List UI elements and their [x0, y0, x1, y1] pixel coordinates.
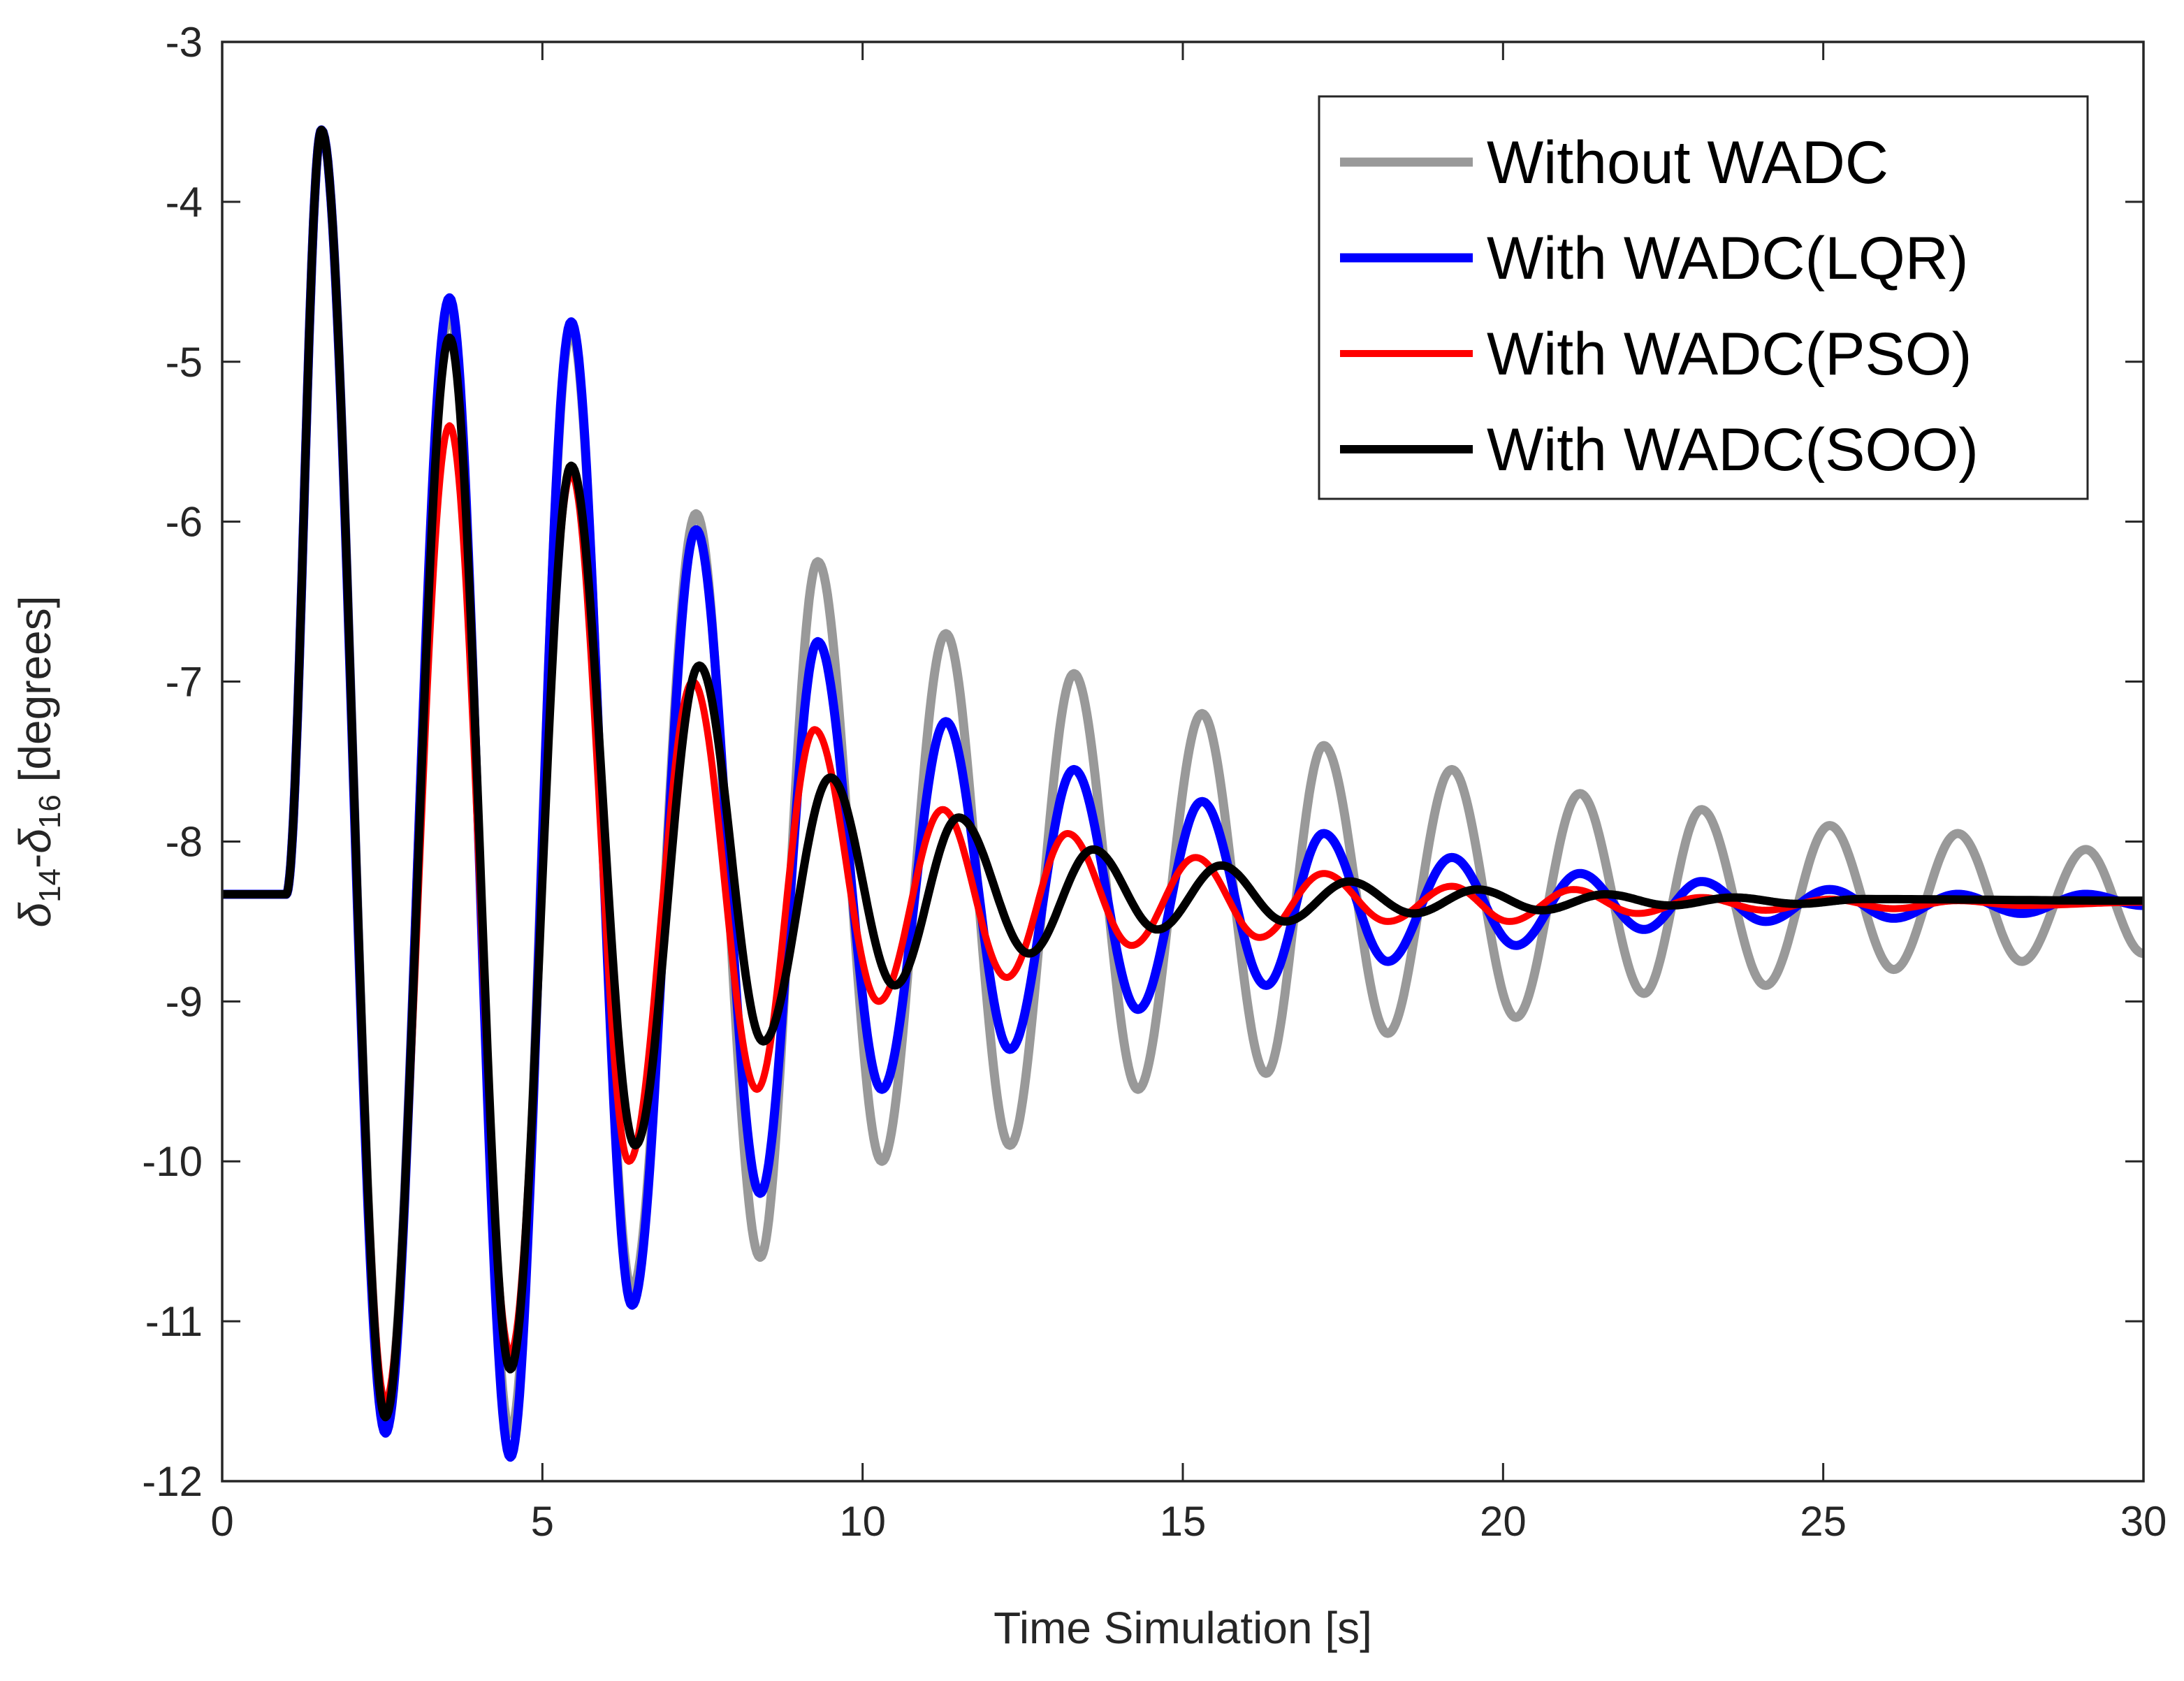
x-tick-label: 15 — [1160, 1498, 1207, 1545]
x-tick-label: 5 — [531, 1498, 554, 1545]
series-line — [222, 125, 2143, 1422]
x-tick-label: 25 — [1800, 1498, 1847, 1545]
y-tick-label: -5 — [166, 339, 203, 386]
y-tick-label: -10 — [142, 1138, 203, 1185]
legend-label: Without WADC — [1487, 129, 1888, 196]
series-layer — [222, 125, 2143, 1462]
x-tick-label: 30 — [2120, 1498, 2167, 1545]
x-tick-label: 20 — [1480, 1498, 1527, 1545]
series-line — [222, 125, 2143, 1462]
legend-label: With WADC(SOO) — [1487, 416, 1979, 483]
legend-label: With WADC(LQR) — [1487, 225, 1969, 292]
y-tick-label: -6 — [166, 499, 203, 546]
y-tick-label: -9 — [166, 978, 203, 1025]
y-axis-label: δ14-δ16 [degrees] — [10, 596, 67, 928]
y-tick-label: -8 — [166, 818, 203, 865]
legend: Without WADC With WADC(LQR) With WADC(PSO)… — [1318, 95, 2089, 500]
y-tick-label: -11 — [145, 1298, 203, 1345]
x-tick-label: 10 — [839, 1498, 886, 1545]
y-tick-label: -3 — [166, 19, 203, 66]
x-tick-label: 0 — [210, 1498, 233, 1545]
y-tick-label: -12 — [142, 1458, 203, 1505]
legend-label: With WADC(PSO) — [1487, 321, 1972, 388]
y-tick-label: -7 — [166, 659, 203, 706]
tick-layer: 0 5 10 15 20 25 30 -3 -4 -5 -6 -7 -8 -9 -10 -11 -12 — [142, 19, 2167, 1545]
x-axis-label: Time Simulation [s] — [993, 1603, 1372, 1653]
y-tick-label: -4 — [166, 179, 203, 226]
